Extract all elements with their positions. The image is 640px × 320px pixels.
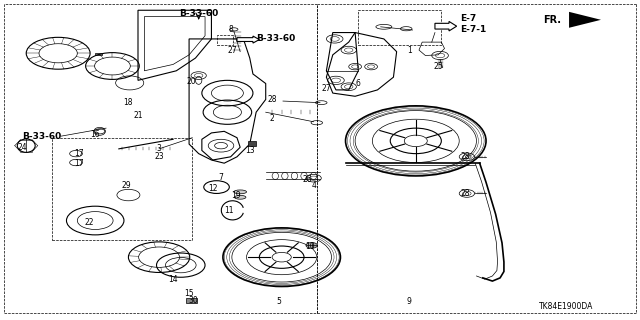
FancyArrow shape (237, 36, 259, 43)
Text: 15: 15 (184, 289, 194, 298)
Text: 1: 1 (407, 45, 412, 55)
Bar (186, 298, 197, 303)
Text: 5: 5 (276, 297, 281, 306)
Text: E-7-1: E-7-1 (461, 25, 487, 34)
Text: 9: 9 (407, 297, 412, 306)
Text: B-33-60: B-33-60 (256, 35, 296, 44)
Text: 11: 11 (224, 206, 234, 215)
Ellipse shape (234, 196, 246, 199)
Text: 14: 14 (168, 275, 178, 284)
Text: FR.: FR. (543, 15, 561, 25)
Text: B-33-60: B-33-60 (22, 132, 62, 140)
Text: 29: 29 (122, 181, 131, 190)
Text: 19: 19 (231, 190, 241, 200)
Text: 6: 6 (356, 79, 361, 88)
Ellipse shape (306, 243, 317, 248)
FancyArrow shape (435, 21, 457, 31)
Bar (216, 35, 232, 45)
Text: 22: 22 (84, 218, 93, 227)
Text: 28: 28 (461, 189, 470, 198)
Text: 28: 28 (461, 152, 470, 161)
Text: 13: 13 (245, 146, 255, 155)
Text: 26: 26 (303, 175, 312, 184)
Polygon shape (569, 12, 601, 28)
Text: 21: 21 (133, 111, 143, 120)
Text: 18: 18 (124, 98, 133, 107)
Text: 3: 3 (157, 144, 161, 153)
Bar (95, 53, 102, 55)
Text: 20: 20 (186, 77, 196, 86)
Text: TK84E1900DA: TK84E1900DA (539, 302, 593, 311)
Text: 17: 17 (74, 149, 83, 158)
Text: 12: 12 (208, 184, 218, 193)
Text: 30: 30 (189, 296, 198, 305)
Text: B-33-60: B-33-60 (179, 9, 218, 18)
Text: 16: 16 (90, 130, 100, 139)
Text: 17: 17 (74, 159, 83, 168)
Bar (248, 141, 256, 146)
Text: 24: 24 (17, 143, 28, 152)
Bar (52, 138, 192, 240)
Text: 8: 8 (228, 25, 233, 34)
Text: 23: 23 (154, 152, 164, 161)
Text: 27: 27 (321, 84, 331, 93)
Text: 27: 27 (227, 45, 237, 55)
Bar (358, 10, 442, 45)
Text: 7: 7 (219, 173, 223, 182)
Ellipse shape (234, 190, 246, 194)
Text: E-7: E-7 (461, 14, 477, 23)
Text: 28: 28 (268, 95, 277, 104)
Text: 2: 2 (269, 114, 275, 123)
Text: 4: 4 (311, 181, 316, 190)
Bar (4, 4, 317, 313)
Text: 25: 25 (433, 61, 443, 70)
Text: 10: 10 (306, 242, 316, 251)
